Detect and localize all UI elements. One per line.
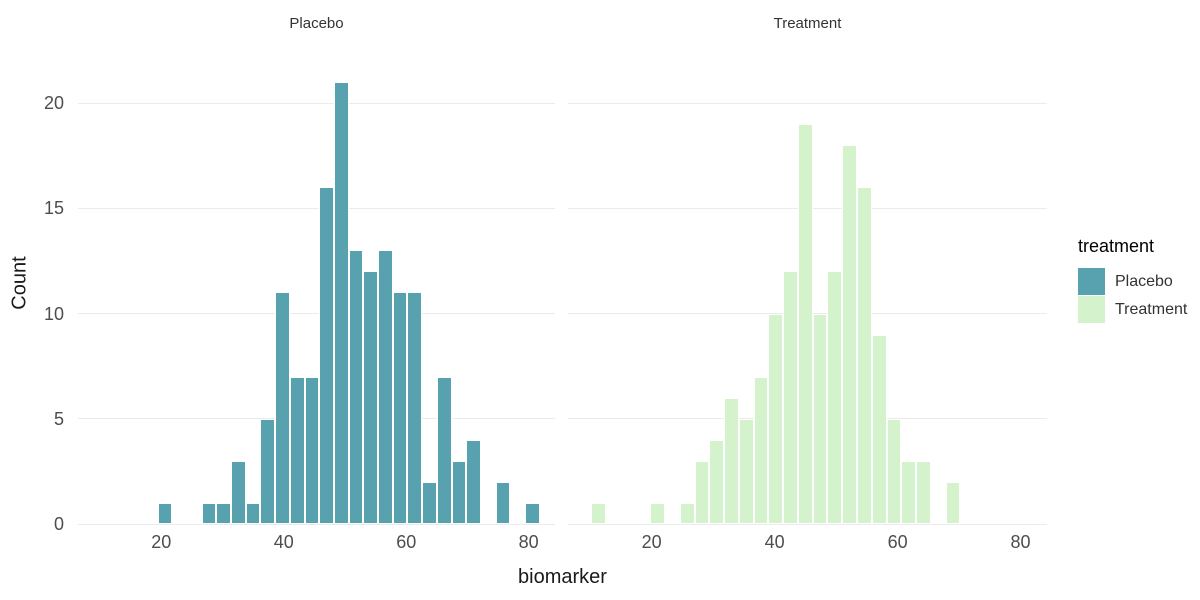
legend-swatch-treatment [1078, 296, 1105, 323]
histogram-bar [260, 418, 276, 524]
y-tick-label: 15 [43, 198, 64, 219]
histogram-bar [436, 376, 452, 524]
histogram-bar [886, 418, 902, 524]
histogram-bar [245, 502, 261, 524]
y-tick-label: 5 [53, 408, 64, 429]
legend-item-treatment: Treatment [1078, 296, 1194, 324]
y-tick-label: 0 [53, 514, 64, 534]
y-gridline [78, 523, 555, 525]
histogram-bar [724, 397, 739, 524]
y-gridline [78, 313, 555, 315]
facet-strip-treatment: Treatment [773, 15, 842, 32]
x-tick-label: 60 [887, 532, 908, 552]
histogram-bar [201, 502, 217, 524]
histogram-bar [289, 376, 305, 524]
histogram-bar [216, 502, 232, 524]
histogram-bar [422, 481, 437, 524]
histogram-bar [392, 292, 408, 524]
histogram-bar [783, 271, 798, 524]
histogram-bar [157, 502, 173, 524]
x-tick-label: 40 [764, 532, 785, 552]
histogram-bar [797, 124, 813, 524]
histogram-bar [378, 250, 393, 524]
y-tick-label: 10 [43, 303, 64, 324]
x-axis-title: biomarker [518, 566, 607, 588]
x-tick-label: 60 [396, 532, 417, 552]
histogram-bar [842, 145, 857, 524]
histogram-bar [319, 187, 334, 524]
legend-item-placebo: Placebo [1078, 268, 1194, 296]
histogram-bar [466, 439, 481, 524]
facet-strip-placebo: Placebo [289, 15, 344, 32]
legend-label-treatment: Treatment [1115, 301, 1188, 318]
histogram-bar [333, 82, 349, 524]
histogram-bar [524, 502, 540, 524]
y-gridline [568, 102, 1047, 104]
histogram-bar [679, 502, 695, 524]
histogram-bar [753, 376, 769, 524]
histogram-bar [709, 439, 725, 524]
histogram-bar [768, 313, 784, 524]
histogram-bar [856, 187, 872, 524]
histogram-bar [407, 292, 423, 524]
histogram-bar [451, 460, 467, 524]
histogram-bar [827, 271, 843, 524]
facet-panel-treatment [568, 42, 1047, 525]
facet-panel-placebo [78, 42, 555, 525]
x-tick-label: 80 [1010, 532, 1031, 552]
legend-label-placebo: Placebo [1115, 273, 1173, 290]
histogram-bar [945, 481, 961, 524]
histogram-bar [871, 334, 887, 524]
histogram-bar [275, 292, 290, 524]
y-axis-title: Count [8, 256, 31, 310]
histogram-bar [231, 460, 246, 524]
histogram-bar [348, 250, 364, 524]
histogram-bar [694, 460, 710, 524]
histogram-bar [812, 313, 828, 524]
histogram-bar [304, 376, 320, 524]
y-gridline [78, 207, 555, 209]
histogram-bar [495, 481, 511, 524]
legend-swatch-placebo [1078, 268, 1105, 295]
histogram-bar [591, 502, 607, 524]
histogram-bar [738, 418, 754, 524]
x-tick-label: 20 [151, 532, 172, 552]
legend: treatment Placebo Treatment [1069, 236, 1194, 324]
legend-title: treatment [1078, 236, 1155, 256]
x-tick-label: 40 [273, 532, 294, 552]
y-gridline [568, 523, 1047, 525]
histogram-bar [916, 460, 931, 524]
y-tick-label: 20 [43, 93, 64, 114]
x-tick-label: 20 [641, 532, 662, 552]
histogram-bar [901, 460, 917, 524]
histogram-bar [650, 502, 666, 524]
y-gridline [78, 102, 555, 104]
x-tick-label: 80 [518, 532, 539, 552]
histogram-bar [363, 271, 379, 524]
